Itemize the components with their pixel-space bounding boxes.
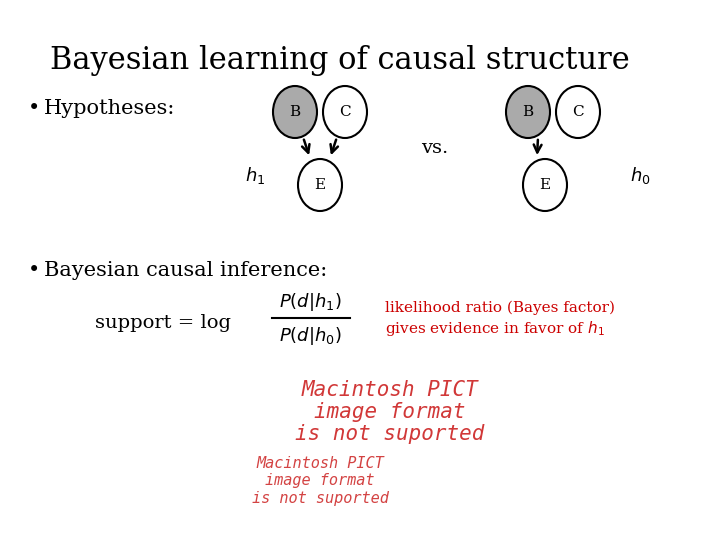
Ellipse shape (523, 159, 567, 211)
Text: B: B (523, 105, 534, 119)
Text: Macintosh PICT: Macintosh PICT (302, 380, 478, 400)
Text: image format: image format (314, 402, 466, 422)
Text: •: • (28, 98, 40, 118)
Text: E: E (315, 178, 325, 192)
Text: support = log: support = log (95, 314, 231, 332)
Text: vs.: vs. (421, 139, 449, 157)
Text: C: C (572, 105, 584, 119)
Text: B: B (289, 105, 300, 119)
Text: is not suported: is not suported (295, 424, 485, 444)
Text: $h_1$: $h_1$ (245, 165, 265, 186)
Text: $h_0$: $h_0$ (630, 165, 650, 186)
Text: $P(d|h_0)$: $P(d|h_0)$ (279, 325, 341, 347)
Text: Bayesian learning of causal structure: Bayesian learning of causal structure (50, 45, 630, 76)
Text: $P(d|h_1)$: $P(d|h_1)$ (279, 291, 341, 313)
Ellipse shape (506, 86, 550, 138)
Text: Macintosh PICT: Macintosh PICT (256, 456, 384, 471)
Ellipse shape (298, 159, 342, 211)
Ellipse shape (556, 86, 600, 138)
Text: likelihood ratio (Bayes factor): likelihood ratio (Bayes factor) (385, 301, 615, 315)
Ellipse shape (273, 86, 317, 138)
Text: gives evidence in favor of $h_1$: gives evidence in favor of $h_1$ (385, 319, 605, 338)
Ellipse shape (323, 86, 367, 138)
Text: •: • (28, 260, 40, 280)
Text: E: E (539, 178, 551, 192)
Text: Bayesian causal inference:: Bayesian causal inference: (44, 260, 328, 280)
Text: image format: image format (265, 474, 374, 489)
Text: C: C (339, 105, 351, 119)
Text: is not suported: is not suported (251, 490, 388, 505)
Text: Hypotheses:: Hypotheses: (44, 98, 176, 118)
